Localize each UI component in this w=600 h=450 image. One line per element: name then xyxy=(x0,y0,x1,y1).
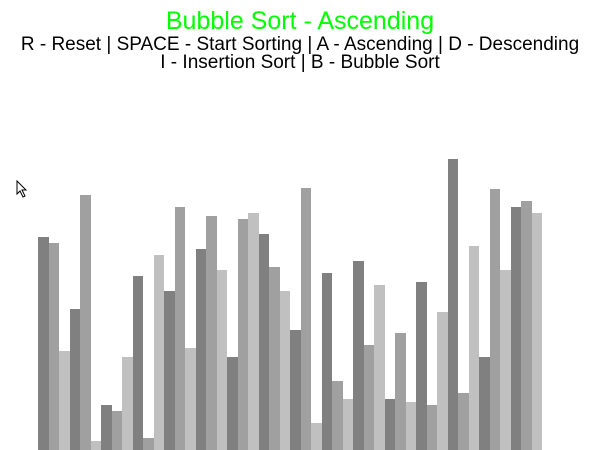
sort-bar xyxy=(269,267,280,450)
controls-help-line-1: R - Reset | SPACE - Start Sorting | A - … xyxy=(20,34,580,55)
sort-bar xyxy=(279,291,291,450)
sort-bar xyxy=(300,188,312,450)
sort-bar xyxy=(216,270,228,450)
sort-bar xyxy=(101,405,112,450)
sort-bar xyxy=(185,348,196,450)
sort-bar xyxy=(206,216,217,450)
sort-bar xyxy=(332,381,343,450)
sort-bar xyxy=(143,438,154,450)
sort-bar xyxy=(342,399,354,450)
sort-bar xyxy=(363,345,375,450)
sort-bar xyxy=(80,195,91,450)
sort-bar xyxy=(48,243,60,450)
algorithm-title: Bubble Sort - Ascending xyxy=(165,7,435,35)
sort-bar xyxy=(38,237,49,450)
sort-bar xyxy=(59,351,70,450)
sort-bar xyxy=(237,219,249,450)
controls-help-line-2: I - Insertion Sort | B - Bubble Sort xyxy=(160,52,440,73)
sort-bar xyxy=(248,213,259,450)
sort-bar xyxy=(258,234,270,450)
sort-bar xyxy=(458,393,469,450)
sort-bar xyxy=(510,207,522,450)
sort-bar xyxy=(153,255,165,450)
sort-bar xyxy=(311,423,322,450)
sort-bar xyxy=(479,357,490,450)
sort-bar xyxy=(468,246,480,450)
sort-bar xyxy=(122,357,133,450)
sort-bar xyxy=(227,357,238,450)
sort-bar xyxy=(437,312,448,450)
sort-bar xyxy=(90,441,102,450)
sort-bar xyxy=(384,399,396,450)
sort-bar xyxy=(405,402,417,450)
sort-bar xyxy=(395,333,406,450)
sort-bar xyxy=(290,330,301,450)
sort-bar xyxy=(447,159,459,450)
sort-bar xyxy=(195,249,207,450)
sort-bar xyxy=(500,270,511,450)
sort-bar xyxy=(489,189,501,450)
sort-bar xyxy=(416,282,427,450)
sort-bar xyxy=(69,309,81,450)
sort-bar xyxy=(374,285,385,450)
sort-bar xyxy=(174,207,186,450)
sort-bar xyxy=(111,411,123,450)
sort-bar xyxy=(321,273,333,450)
sort-bar xyxy=(132,276,144,450)
sort-bar xyxy=(531,213,543,450)
sort-bar xyxy=(164,291,175,450)
mouse-pointer-icon xyxy=(16,180,28,198)
sort-bar xyxy=(353,261,364,450)
sort-bar xyxy=(426,405,438,450)
sort-bar xyxy=(521,201,532,450)
